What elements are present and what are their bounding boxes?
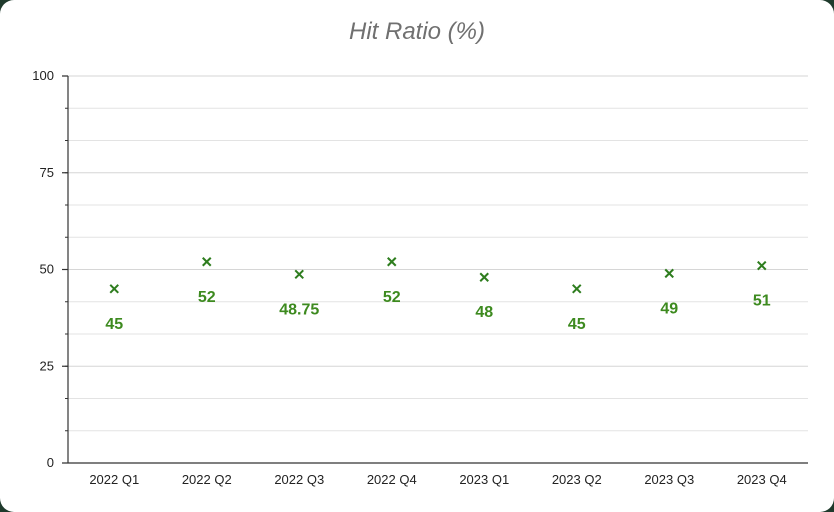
data-point-marker xyxy=(479,272,489,282)
chart-title: Hit Ratio (%) xyxy=(348,18,486,45)
data-point-marker xyxy=(572,284,582,294)
y-tick-label: 50 xyxy=(40,262,54,277)
data-point-marker xyxy=(664,268,674,279)
data-point-marker xyxy=(387,257,397,267)
x-tick-label: 2022 Q4 xyxy=(367,472,417,487)
y-tick-label: 75 xyxy=(40,165,54,180)
data-point-marker xyxy=(109,284,119,294)
data-label: 49 xyxy=(660,300,678,317)
x-tick-label: 2023 Q3 xyxy=(644,472,694,487)
data-label: 45 xyxy=(568,316,586,333)
data-point-marker xyxy=(294,269,304,280)
x-tick-label: 2022 Q1 xyxy=(89,472,139,487)
data-label: 48.75 xyxy=(279,301,319,318)
data-label: 45 xyxy=(105,316,123,333)
x-tick-label: 2022 Q3 xyxy=(274,472,324,487)
y-tick-label: 100 xyxy=(32,68,54,83)
data-label: 48 xyxy=(475,304,493,321)
y-tick-label: 0 xyxy=(47,455,54,470)
y-tick-label: 25 xyxy=(40,358,54,373)
data-label: 52 xyxy=(198,289,216,306)
x-tick-label: 2023 Q2 xyxy=(552,472,602,487)
data-point-marker xyxy=(757,260,767,271)
x-tick-label: 2023 Q1 xyxy=(459,472,509,487)
x-tick-label: 2022 Q2 xyxy=(182,472,232,487)
x-tick-label: 2023 Q4 xyxy=(737,472,787,487)
data-point-marker xyxy=(202,257,212,267)
data-label: 51 xyxy=(753,293,771,310)
data-label: 52 xyxy=(383,289,401,306)
